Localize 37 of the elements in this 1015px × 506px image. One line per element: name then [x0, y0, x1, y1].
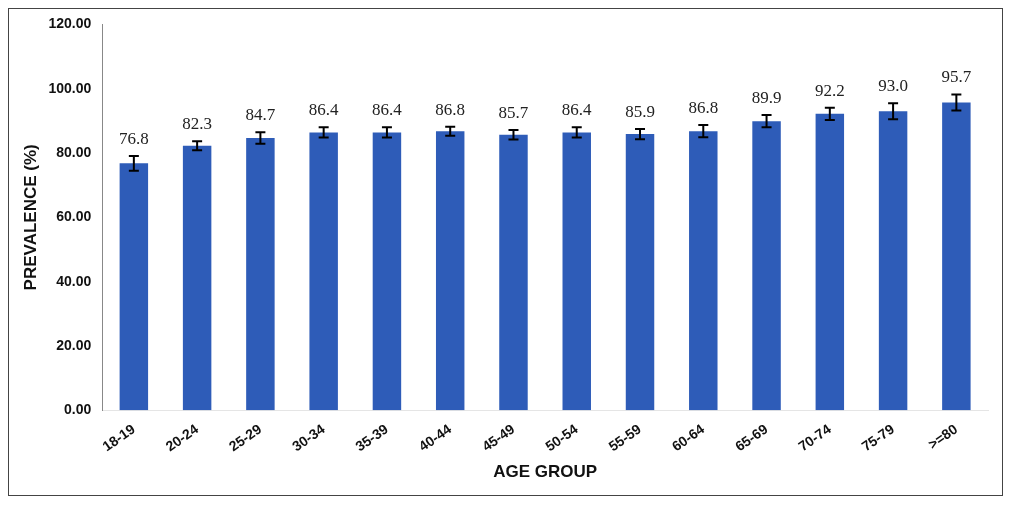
data-label: 86.4: [372, 100, 403, 120]
bar: [435, 131, 465, 411]
bar: [372, 132, 402, 411]
y-tick-label: 120.00: [48, 15, 92, 32]
data-label: 82.3: [182, 114, 212, 134]
y-tick-label: 20.00: [56, 336, 92, 353]
data-label: 84.7: [245, 105, 276, 125]
y-tick-label: 0.00: [63, 401, 92, 418]
bar: [119, 163, 149, 411]
data-label: 93.0: [878, 76, 908, 96]
bar: [942, 102, 971, 411]
data-label: 95.7: [941, 67, 972, 87]
bar: [815, 113, 845, 411]
bar: [182, 145, 212, 411]
bar: [878, 111, 908, 411]
y-tick-label: 100.00: [48, 79, 92, 96]
bar: [499, 134, 528, 411]
bar: [309, 132, 338, 411]
bar: [752, 121, 781, 411]
bar: [625, 134, 655, 411]
bar: [562, 132, 591, 411]
data-label: 86.4: [561, 100, 593, 120]
data-label: 85.7: [498, 102, 529, 122]
x-axis-title: AGE GROUP: [493, 462, 598, 482]
bar: [246, 137, 275, 411]
y-tick-label: 40.00: [56, 272, 92, 289]
data-label: 76.8: [118, 128, 149, 148]
data-label: 86.8: [435, 99, 466, 119]
data-label: 85.9: [625, 101, 655, 121]
bar: [689, 131, 718, 411]
data-label: 86.8: [688, 98, 719, 118]
data-label: 89.9: [751, 88, 782, 108]
data-label: 92.2: [814, 80, 845, 100]
y-axis-title: PREVALENCE (%): [20, 144, 40, 291]
y-tick-label: 80.00: [56, 143, 92, 160]
data-label: 86.4: [308, 100, 340, 120]
y-tick-label: 60.00: [56, 208, 92, 225]
